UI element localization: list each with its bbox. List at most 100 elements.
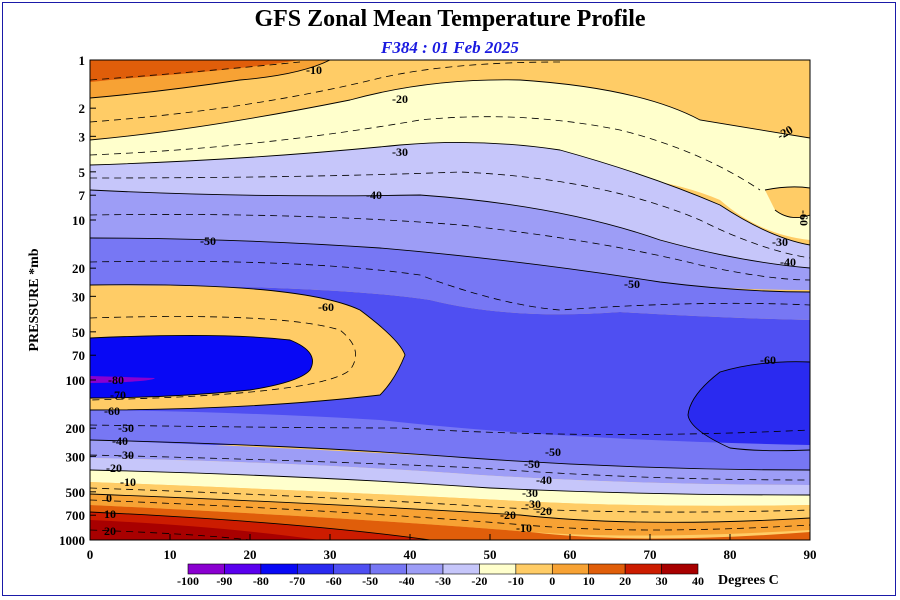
colorbar-swatch	[515, 563, 553, 575]
y-tick-label: 700	[66, 508, 86, 523]
colorbar-tick-label: -50	[362, 574, 378, 588]
contour-label: -70	[110, 388, 126, 402]
colorbar-tick-label: -100	[177, 574, 199, 588]
y-tick-label: 30	[72, 289, 85, 304]
x-tick-label: 70	[644, 547, 657, 562]
band-orange-low	[90, 482, 810, 519]
colorbar-swatch	[406, 563, 444, 575]
colorbar-swatch	[333, 563, 371, 575]
y-tick-label: 1	[79, 53, 86, 68]
colorbar-label: Degrees C	[718, 573, 779, 588]
contour-label: -40	[366, 188, 382, 202]
x-tick-label: 10	[164, 547, 177, 562]
contour-label: -10	[306, 63, 322, 77]
band-blue-70-left	[90, 335, 313, 398]
y-tick-label: 10	[72, 213, 85, 228]
y-tick-label: 70	[72, 348, 85, 363]
band-lavender-2	[90, 190, 810, 290]
x-axis: 0 10 20 30 40 50 60 70 80 90	[87, 534, 817, 562]
x-tick-label: 90	[804, 547, 817, 562]
contour-label: -30	[118, 448, 134, 462]
y-tick-label: 50	[72, 325, 85, 340]
x-tick-label: 60	[564, 547, 577, 562]
solid-contours	[90, 60, 810, 540]
y-tick-label: 2	[79, 101, 86, 116]
band-darkred-low	[90, 520, 320, 540]
contour-label: -30	[522, 486, 538, 500]
colorbar-tick-label: -70	[289, 574, 305, 588]
y-axis: 1 2 3 5 7 10 20 30 50 70 100 200 300 500 700 1000	[59, 53, 96, 548]
contour-label: -60	[797, 210, 811, 226]
colorbar-swatch	[296, 563, 335, 575]
band-blue-50	[90, 238, 810, 320]
contour-label: -60	[318, 300, 334, 314]
chart-title: GFS Zonal Mean Temperature Profile	[254, 6, 646, 32]
y-tick-label: 300	[66, 449, 86, 464]
colorbar-tick-label: -10	[508, 574, 524, 588]
colorbar-tick-label: -30	[435, 574, 451, 588]
contour-label: -30	[772, 235, 788, 249]
colorbar-tick-label: -60	[326, 574, 342, 588]
y-tick-label: 5	[79, 165, 86, 180]
contour-label: -10	[516, 521, 532, 535]
x-tick-label: 20	[244, 547, 257, 562]
y-tick-label: 100	[66, 373, 86, 388]
colorbar-swatch	[624, 563, 662, 575]
contour-label: -40	[536, 473, 552, 487]
y-tick-label: 3	[79, 129, 86, 144]
contour-label: 20	[104, 524, 116, 538]
y-axis-label: PRESSURE *mb	[27, 248, 42, 351]
contour-label: -50	[524, 457, 540, 471]
x-tick-label: 0	[87, 547, 94, 562]
contour-field	[90, 60, 810, 540]
plot-area-border	[89, 59, 811, 541]
colorbar-swatch	[479, 563, 517, 575]
y-tick-label: 1000	[59, 533, 85, 548]
colorbar-tick-label: -80	[253, 574, 269, 588]
contour-label: -20	[500, 508, 516, 522]
colorbar-tick-label: -20	[471, 574, 487, 588]
contour-label: -20	[775, 122, 796, 142]
contour-label: -50	[118, 421, 134, 435]
contour-label: -30	[525, 497, 541, 511]
band-blue-50-low	[90, 410, 810, 470]
contour-label: -40	[112, 434, 128, 448]
colorbar-tick-label: 0	[549, 574, 555, 588]
contour-label: -50	[200, 234, 216, 248]
colorbar-tick-label: -40	[399, 574, 415, 588]
contour-label: -20	[536, 504, 552, 518]
band-orange2-low	[90, 494, 810, 536]
band-pale-lav-low	[90, 458, 810, 495]
band-purple-core	[90, 376, 155, 383]
colorbar-swatch	[187, 563, 225, 575]
colorbar-tick-label: -90	[216, 574, 232, 588]
colorbar-swatch	[369, 563, 407, 575]
y-tick-label: 500	[66, 485, 86, 500]
dashed-contours	[90, 61, 810, 540]
contour-label: 0	[106, 491, 112, 505]
contour-label: -10	[120, 475, 136, 489]
colorbar-tick-label: 30	[656, 574, 668, 588]
colorbar-tick-label: 40	[692, 574, 704, 588]
x-tick-label: 30	[324, 547, 337, 562]
colorbar-tick-label: 10	[583, 574, 595, 588]
contour-label: -20	[392, 92, 408, 106]
x-tick-label: 40	[404, 547, 417, 562]
colorbar-swatch	[224, 563, 262, 575]
band-blue-60	[90, 284, 810, 452]
colorbar-swatch	[661, 563, 699, 575]
contour-label: -40	[780, 255, 796, 269]
colorbar-swatch	[588, 563, 626, 575]
contour-labels: -10 -20 -30 -40 -50 -50 -60 -60 -80 -70 …	[104, 63, 811, 538]
contour-label: -50	[624, 277, 640, 291]
x-tick-label: 80	[724, 547, 737, 562]
contour-label: -60	[760, 353, 776, 367]
band-orange-right	[765, 186, 810, 218]
band-lavender-low	[90, 440, 810, 485]
band-yellow-low	[90, 470, 810, 506]
band-dark-orange-top	[90, 60, 300, 82]
y-tick-label: 7	[79, 188, 86, 203]
contour-label: -80	[108, 373, 124, 387]
colorbar-swatch	[260, 563, 298, 575]
